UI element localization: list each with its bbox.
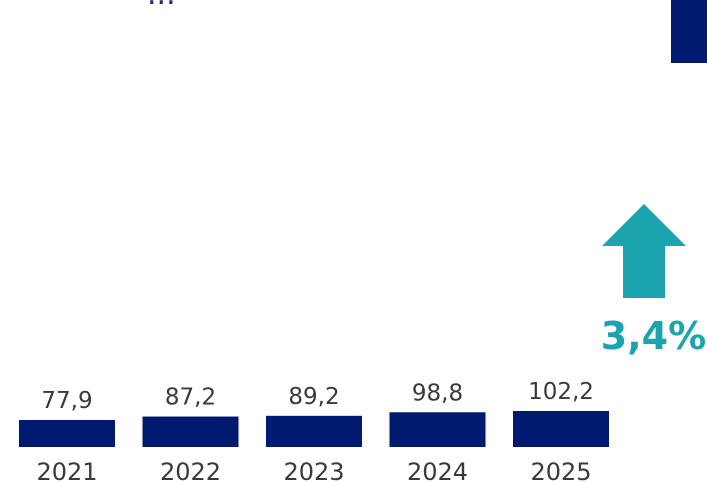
partial-title-text: ... — [147, 0, 176, 12]
value-label: 98,8 — [412, 380, 463, 406]
arrow-up-icon — [602, 204, 686, 298]
value-label: 87,2 — [165, 385, 216, 411]
bar-2022 — [142, 416, 239, 447]
bar-2021 — [19, 420, 115, 447]
growth-percentage: 3,4% — [600, 314, 707, 358]
category-label: 2023 — [283, 458, 344, 483]
category-label: 2022 — [160, 458, 221, 483]
value-label: 102,2 — [528, 379, 594, 405]
category-label: 2024 — [407, 458, 468, 483]
value-label: 77,9 — [41, 388, 92, 414]
accent-box — [671, 0, 707, 63]
category-label: 2021 — [36, 458, 97, 483]
category-label: 2025 — [530, 458, 591, 483]
bar-2024 — [389, 412, 486, 447]
bar-2025 — [513, 411, 609, 447]
value-label: 89,2 — [288, 384, 339, 410]
bar-2023 — [266, 415, 362, 447]
